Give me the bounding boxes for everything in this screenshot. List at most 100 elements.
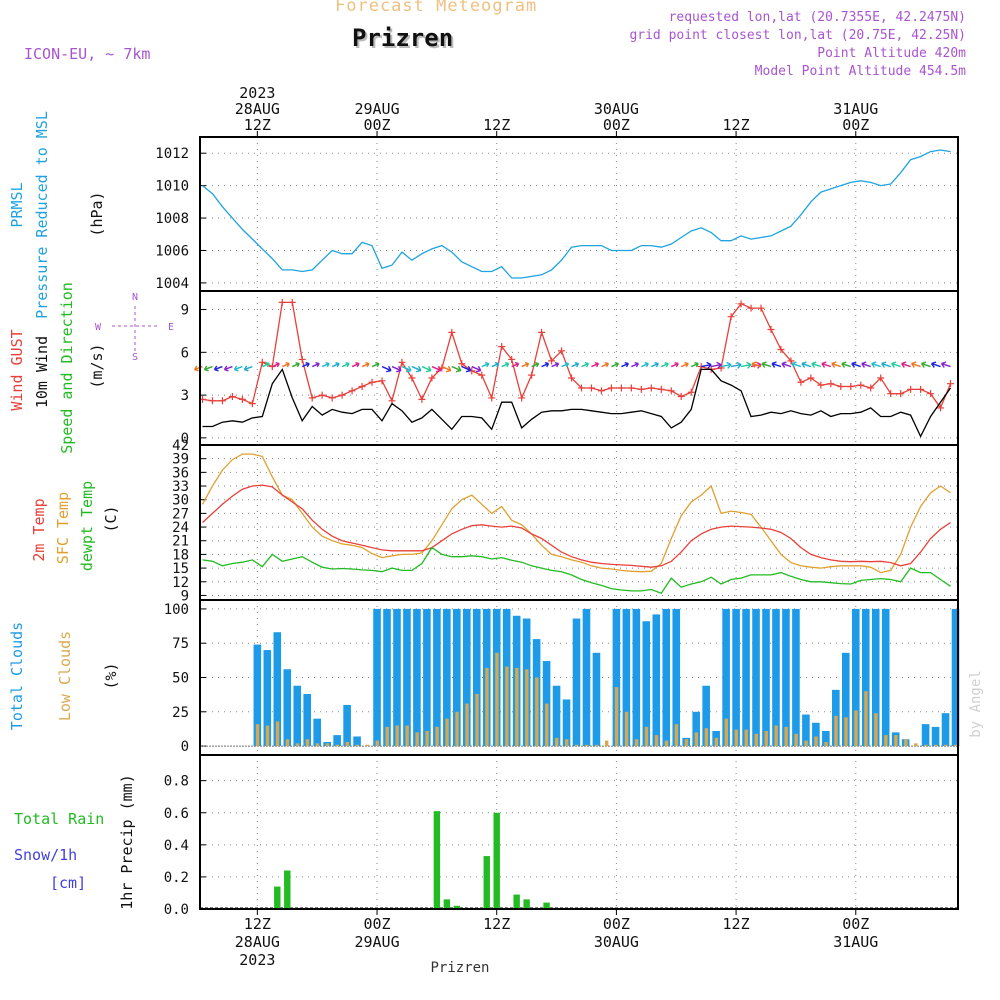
low-cloud-bar (335, 744, 340, 747)
gust-marker (857, 381, 865, 389)
low-cloud-bar (485, 667, 489, 747)
wind-arrow (223, 365, 233, 372)
wind-arrow (451, 365, 462, 373)
low-cloud-bar (445, 718, 449, 747)
total-cloud-bar (792, 608, 800, 747)
gust-line (202, 301, 952, 410)
low-cloud-bar (505, 666, 509, 747)
total-cloud-bar (383, 608, 391, 747)
low-cloud-bar (604, 740, 609, 747)
total-cloud-bar (612, 608, 621, 747)
wind-arrow (920, 361, 931, 368)
gust-marker (328, 394, 336, 402)
low-cloud-bar (884, 735, 888, 747)
x-tick-label-bottom: 00Z (842, 915, 869, 933)
wind-arrow (421, 365, 432, 373)
gust-marker (867, 384, 875, 392)
compass-e: E (168, 322, 174, 333)
wind-arrow (701, 361, 712, 369)
y-tick-label: 12 (172, 575, 189, 591)
wind-arrow (351, 361, 360, 368)
low-cloud-bar (425, 730, 429, 747)
x-tick-label-top: 00Z (603, 116, 630, 134)
wind-arrow (851, 361, 861, 368)
wind-arrow (541, 361, 550, 368)
low-cloud-bar (944, 744, 948, 747)
wind-arrow (940, 361, 951, 368)
gust-marker (917, 385, 925, 393)
wind-arrow (511, 361, 520, 368)
compass-n: N (132, 292, 138, 303)
wind-arrow (411, 365, 422, 373)
y-tick-label: 1012 (155, 146, 189, 162)
wind-arrow (751, 361, 762, 368)
wind-arrow (581, 361, 590, 368)
sfc-temp-label: SFC Temp (54, 492, 72, 564)
low-cloud-bar (844, 717, 848, 747)
y-tick-label: 27 (172, 506, 189, 522)
gust-marker (428, 374, 436, 382)
total-cloud-bar (353, 736, 361, 747)
y-tick-label: 1006 (155, 243, 189, 259)
low-cloud-bar (794, 733, 798, 747)
y-tick-label: 0.6 (164, 806, 189, 822)
low-cloud-bar (624, 711, 629, 747)
wind-arrow (720, 361, 732, 369)
total-cloud-bar (662, 608, 671, 747)
total-cloud-bar (921, 724, 930, 747)
low-cloud-bar (465, 703, 469, 747)
wind-arrow (341, 361, 350, 368)
y-tick-label: 9 (181, 588, 189, 604)
x-tick-label-top: 12Z (483, 116, 510, 134)
low-cloud-bar (565, 739, 569, 747)
x-tick-label-top: 2023 (239, 84, 275, 102)
total-cloud-bar (572, 618, 581, 747)
y-tick-label: 9 (181, 303, 189, 319)
wind-arrow (321, 361, 330, 368)
gust-marker (747, 304, 755, 312)
wind-arrow (233, 365, 243, 372)
low-cloud-bar (674, 724, 679, 747)
total-cloud-bar (542, 661, 551, 747)
wind-arrow (821, 361, 832, 368)
gust-marker (837, 383, 845, 391)
total-cloud-bar (592, 652, 601, 747)
wind-arrow (591, 361, 600, 368)
gust-marker (348, 387, 356, 395)
low-cloud-bar (664, 740, 669, 747)
low-cloud-bar (555, 737, 559, 747)
wind-arrow (272, 361, 280, 368)
y-tick-label: 100 (164, 602, 189, 618)
gust-marker (677, 393, 685, 401)
panel-frame (199, 444, 959, 601)
gust-marker (448, 328, 456, 336)
low-cloud-bar (584, 744, 589, 747)
wind-arrow (651, 361, 659, 368)
gust-label: Wind GUST (8, 329, 26, 410)
total-cloud-bar (373, 608, 381, 747)
t2m-label: 2m Temp (30, 498, 48, 561)
y-tick-label: 0.4 (164, 838, 189, 854)
gust-marker (398, 358, 406, 366)
wind-arrow (441, 365, 452, 373)
low-cloud-bar (814, 736, 818, 747)
gust-marker (458, 360, 466, 368)
total-cloud-bar (931, 726, 940, 747)
gust-marker (368, 378, 376, 386)
gust-marker (408, 374, 416, 382)
precip-unit-label: 1hr Precip (mm) (118, 774, 136, 909)
low-cloud-bar (295, 743, 300, 747)
gust-marker (607, 384, 615, 392)
total-cloud-bar (622, 608, 631, 747)
gust-marker (577, 384, 585, 392)
wind-arrow (911, 361, 921, 368)
low-cloud-label: Low Clouds (56, 631, 74, 721)
gust-marker (787, 357, 795, 365)
y-tick-label: 75 (172, 636, 189, 652)
low-cloud-bar (894, 735, 898, 747)
low-cloud-bar (535, 677, 539, 747)
rain-bar (274, 886, 281, 909)
wind-arrow (551, 361, 560, 368)
low-cloud-bar (824, 741, 828, 747)
